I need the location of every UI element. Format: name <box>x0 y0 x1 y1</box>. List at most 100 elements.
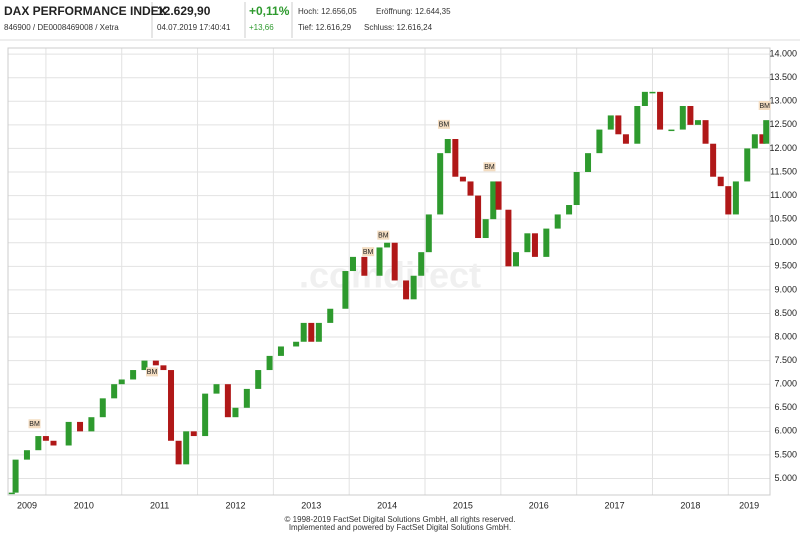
y-tick-label: 5.000 <box>774 473 797 483</box>
x-tick-label: 2018 <box>680 500 700 510</box>
candle <box>308 322 315 342</box>
annotation-box <box>437 119 450 129</box>
candle <box>410 275 417 300</box>
candle <box>467 181 474 196</box>
candle <box>77 421 84 432</box>
x-tick-label: 2009 <box>17 500 37 510</box>
candle <box>232 407 239 418</box>
candle <box>634 105 641 144</box>
candle <box>444 139 451 154</box>
y-tick-label: 13.000 <box>769 96 797 106</box>
plot-frame <box>7 47 771 496</box>
annotation-box <box>483 162 496 172</box>
candle <box>65 421 72 446</box>
candle <box>152 360 159 366</box>
candle <box>732 181 739 215</box>
timestamp: 04.07.2019 17:40:41 <box>157 23 231 32</box>
candle <box>615 115 622 135</box>
candle <box>50 440 57 446</box>
index-name: DAX PERFORMANCE INDEX <box>4 4 167 18</box>
candle <box>585 153 592 173</box>
watermark: .comdirect <box>299 255 481 296</box>
y-tick-label: 6.500 <box>774 402 797 412</box>
change-abs: +13,66 <box>249 23 274 32</box>
y-tick-label: 14.000 <box>769 49 797 59</box>
open: Eröffnung: 12.644,35 <box>376 7 451 16</box>
candle <box>702 120 709 144</box>
candle <box>596 129 603 154</box>
candle <box>505 209 512 267</box>
candle <box>403 280 410 300</box>
candle <box>168 370 175 441</box>
candle <box>141 360 148 371</box>
y-tick-label: 11.000 <box>770 190 797 200</box>
x-tick-label: 2016 <box>529 500 549 510</box>
x-tick-label: 2019 <box>739 500 759 510</box>
candle <box>376 247 383 276</box>
candle <box>679 105 686 130</box>
y-tick-label: 8.500 <box>774 308 797 318</box>
candle <box>277 346 284 356</box>
annotation: BM <box>378 233 389 240</box>
candle <box>255 370 262 389</box>
candle <box>495 181 502 210</box>
close: Schluss: 12.616,24 <box>364 23 433 32</box>
x-tick-label: 2017 <box>605 500 625 510</box>
annotation: BM <box>484 164 495 171</box>
candle <box>42 436 49 441</box>
candle <box>710 143 717 177</box>
candle <box>694 120 701 125</box>
candle <box>190 431 197 437</box>
y-tick-label: 10.000 <box>769 237 797 247</box>
candle <box>118 379 125 385</box>
annotation: BM <box>759 103 770 110</box>
y-tick-label: 7.000 <box>774 379 797 389</box>
candle <box>759 134 766 144</box>
annotation-box <box>362 247 375 257</box>
candle <box>35 436 42 451</box>
candle <box>482 219 489 239</box>
candle <box>243 388 250 408</box>
candle <box>23 450 30 460</box>
candle <box>12 459 19 493</box>
candle <box>437 153 444 215</box>
candle <box>111 384 118 399</box>
y-tick-label: 7.500 <box>774 355 797 365</box>
candle <box>641 91 648 106</box>
candle <box>452 139 459 177</box>
candle <box>266 355 273 371</box>
candle <box>668 129 675 132</box>
candle <box>751 134 758 149</box>
candle <box>531 233 538 257</box>
candle <box>687 105 694 125</box>
candle <box>342 271 349 309</box>
candle <box>349 256 356 272</box>
candle <box>744 148 751 182</box>
candle <box>8 492 15 495</box>
y-tick-label: 10.500 <box>769 214 797 224</box>
candle <box>391 242 398 281</box>
y-tick-label: 6.000 <box>774 426 797 436</box>
candle <box>490 181 497 220</box>
annotation: BM <box>439 122 450 129</box>
y-tick-label: 9.500 <box>774 261 797 271</box>
candle <box>524 233 531 253</box>
candle <box>543 228 550 257</box>
annotation-box <box>28 419 41 429</box>
candle <box>573 172 580 206</box>
candle <box>566 205 573 215</box>
annotation-box <box>377 230 390 240</box>
high: Hoch: 12.656,05 <box>298 7 357 16</box>
candle <box>622 134 629 144</box>
candle <box>327 308 334 323</box>
x-tick-label: 2015 <box>453 500 473 510</box>
annotation: BM <box>147 369 158 376</box>
candle <box>315 322 322 342</box>
x-tick-label: 2012 <box>225 500 245 510</box>
candle <box>459 176 466 182</box>
change-pct: +0,11% <box>249 4 290 18</box>
candle <box>725 186 732 215</box>
low: Tief: 12.616,29 <box>298 23 352 32</box>
candle <box>418 252 425 276</box>
